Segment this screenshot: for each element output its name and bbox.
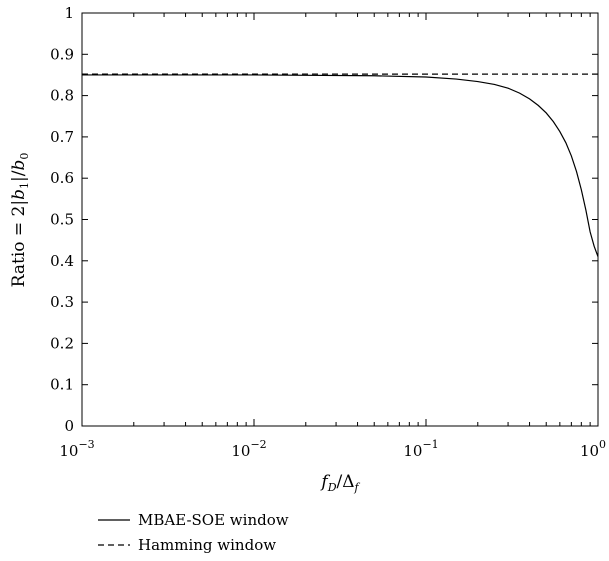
y-tick-label: 0.3	[50, 293, 74, 311]
y-tick-label: 0	[64, 417, 74, 435]
y-tick-label: 0.5	[50, 211, 74, 229]
y-axis-label: Ratio = 2|b1|/b0	[9, 153, 31, 288]
y-tick-label: 0.6	[50, 169, 74, 187]
x-tick-label: 10−3	[59, 438, 94, 460]
y-tick-label: 0.7	[50, 128, 74, 146]
x-tick-label: 100	[580, 438, 606, 460]
legend: MBAE-SOE window Hamming window	[98, 511, 289, 554]
y-tick-label: 0.8	[50, 87, 74, 105]
plot-area	[81, 12, 599, 427]
y-axis-ticks: 0 0.1 0.2 0.3 0.4 0.5 0.6 0.7 0.8 0.9 1	[50, 4, 598, 435]
y-tick-label: 0.1	[50, 376, 74, 394]
y-tick-label: 0.4	[50, 252, 74, 270]
x-axis-ticks: 10−3 10−2 10−1 100	[59, 13, 606, 460]
series-lines	[82, 73, 599, 257]
x-axis-label: fD/Δf	[319, 472, 360, 494]
legend-label-mbae: MBAE-SOE window	[138, 511, 289, 529]
y-tick-label: 1	[64, 4, 74, 22]
y-tick-label: 0.9	[50, 45, 74, 63]
x-tick-label: 10−1	[403, 438, 438, 460]
series-line-mbae-soe	[82, 74, 599, 257]
legend-label-hamming: Hamming window	[138, 536, 276, 554]
y-tick-label: 0.2	[50, 334, 74, 352]
x-tick-label: 10−2	[231, 438, 266, 460]
